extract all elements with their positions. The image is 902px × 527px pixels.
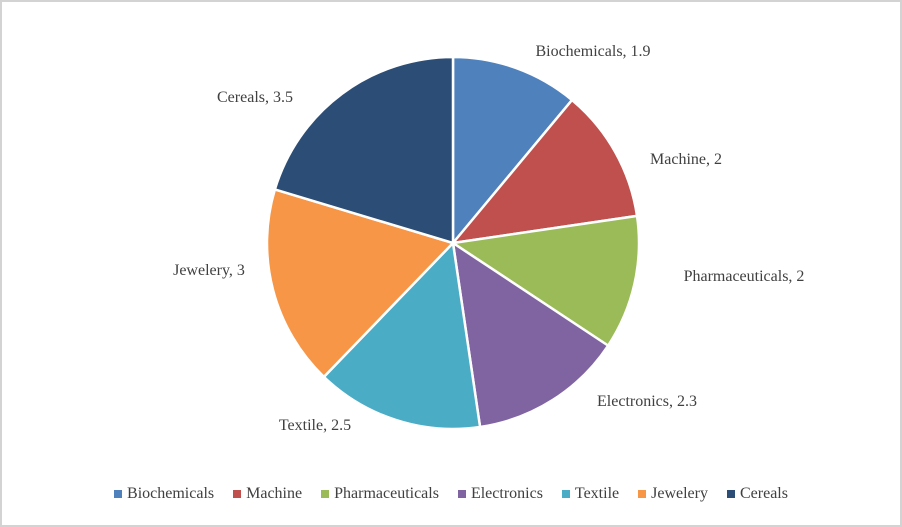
legend-item-pharmaceuticals: Pharmaceuticals	[321, 485, 439, 503]
data-label-machine: Machine, 2	[650, 151, 722, 168]
pie-slice-textile	[322, 241, 482, 431]
pie-slice-jewelery	[265, 188, 455, 379]
legend-label: Cereals	[739, 485, 788, 502]
pie-slice-biochemicals	[451, 55, 574, 245]
legend-label: Electronics	[470, 485, 543, 502]
data-label-electronics: Electronics, 2.3	[597, 393, 697, 410]
data-label-cereals: Cereals, 3.5	[217, 89, 293, 106]
legend-item-cereals: Cereals	[726, 485, 788, 503]
legend-marker-pharmaceuticals-icon	[321, 490, 330, 498]
legend-item-machine: Machine	[233, 485, 302, 503]
legend-item-electronics: Electronics	[457, 485, 543, 503]
chart-legend: Biochemicals Machine Pharmaceuticals Ele…	[2, 485, 900, 503]
legend-marker-jewelery-icon	[638, 490, 647, 498]
legend-marker-textile-icon	[561, 490, 570, 498]
data-label-jewelery: Jewelery, 3	[173, 262, 245, 279]
legend-label: Textile	[574, 485, 620, 502]
legend-item-textile: Textile	[561, 485, 620, 503]
pie-slice-pharmaceuticals	[451, 214, 641, 347]
data-label-biochemicals: Biochemicals, 1.9	[535, 43, 651, 60]
legend-label: Machine	[246, 485, 303, 502]
legend-marker-electronics-icon	[457, 490, 466, 498]
legend-marker-machine-icon	[233, 490, 242, 498]
data-label-textile: Textile, 2.5	[278, 417, 352, 434]
data-label-pharmaceuticals: Pharmaceuticals, 2	[683, 268, 805, 285]
pie-slice-machine	[451, 98, 639, 245]
legend-marker-biochemicals-icon	[114, 490, 123, 498]
legend-marker-cereals-icon	[726, 490, 735, 498]
legend-item-biochemicals: Biochemicals	[114, 485, 214, 503]
legend-label: Pharmaceuticals	[334, 485, 439, 502]
legend-label: Biochemicals	[127, 485, 215, 502]
pie-slice-cereals	[273, 55, 455, 245]
legend-label: Jewelery	[651, 485, 708, 502]
legend-item-jewelery: Jewelery	[638, 485, 708, 503]
pie-slice-electronics	[451, 241, 610, 429]
